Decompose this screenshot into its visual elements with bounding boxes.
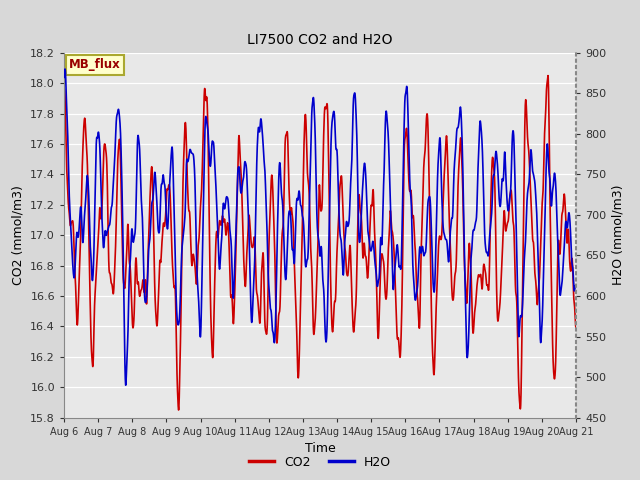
X-axis label: Time: Time — [305, 442, 335, 455]
CO2 — [507, 187, 515, 193]
Y-axis label: H2O (mmol/m3): H2O (mmol/m3) — [612, 185, 625, 286]
CO2 — [544, 72, 552, 78]
CO2 — [60, 86, 68, 92]
CO2 — [563, 227, 570, 232]
CO2 — [175, 407, 182, 413]
H2O — [61, 66, 69, 72]
Text: MB_flux: MB_flux — [69, 58, 121, 71]
CO2 — [257, 308, 264, 314]
H2O — [149, 194, 157, 200]
CO2 — [118, 245, 126, 251]
Title: LI7500 CO2 and H2O: LI7500 CO2 and H2O — [247, 34, 393, 48]
H2O — [118, 213, 126, 218]
CO2 — [279, 226, 287, 232]
H2O — [279, 206, 287, 212]
CO2 — [149, 188, 157, 193]
H2O — [257, 117, 264, 122]
H2O — [572, 282, 580, 288]
H2O — [563, 220, 570, 226]
H2O — [60, 74, 68, 80]
Line: CO2: CO2 — [64, 75, 576, 410]
Legend: CO2, H2O: CO2, H2O — [244, 451, 396, 474]
H2O — [122, 382, 130, 388]
Line: H2O: H2O — [64, 69, 576, 385]
Y-axis label: CO2 (mmol/m3): CO2 (mmol/m3) — [12, 185, 24, 285]
CO2 — [572, 325, 580, 331]
H2O — [508, 176, 515, 181]
